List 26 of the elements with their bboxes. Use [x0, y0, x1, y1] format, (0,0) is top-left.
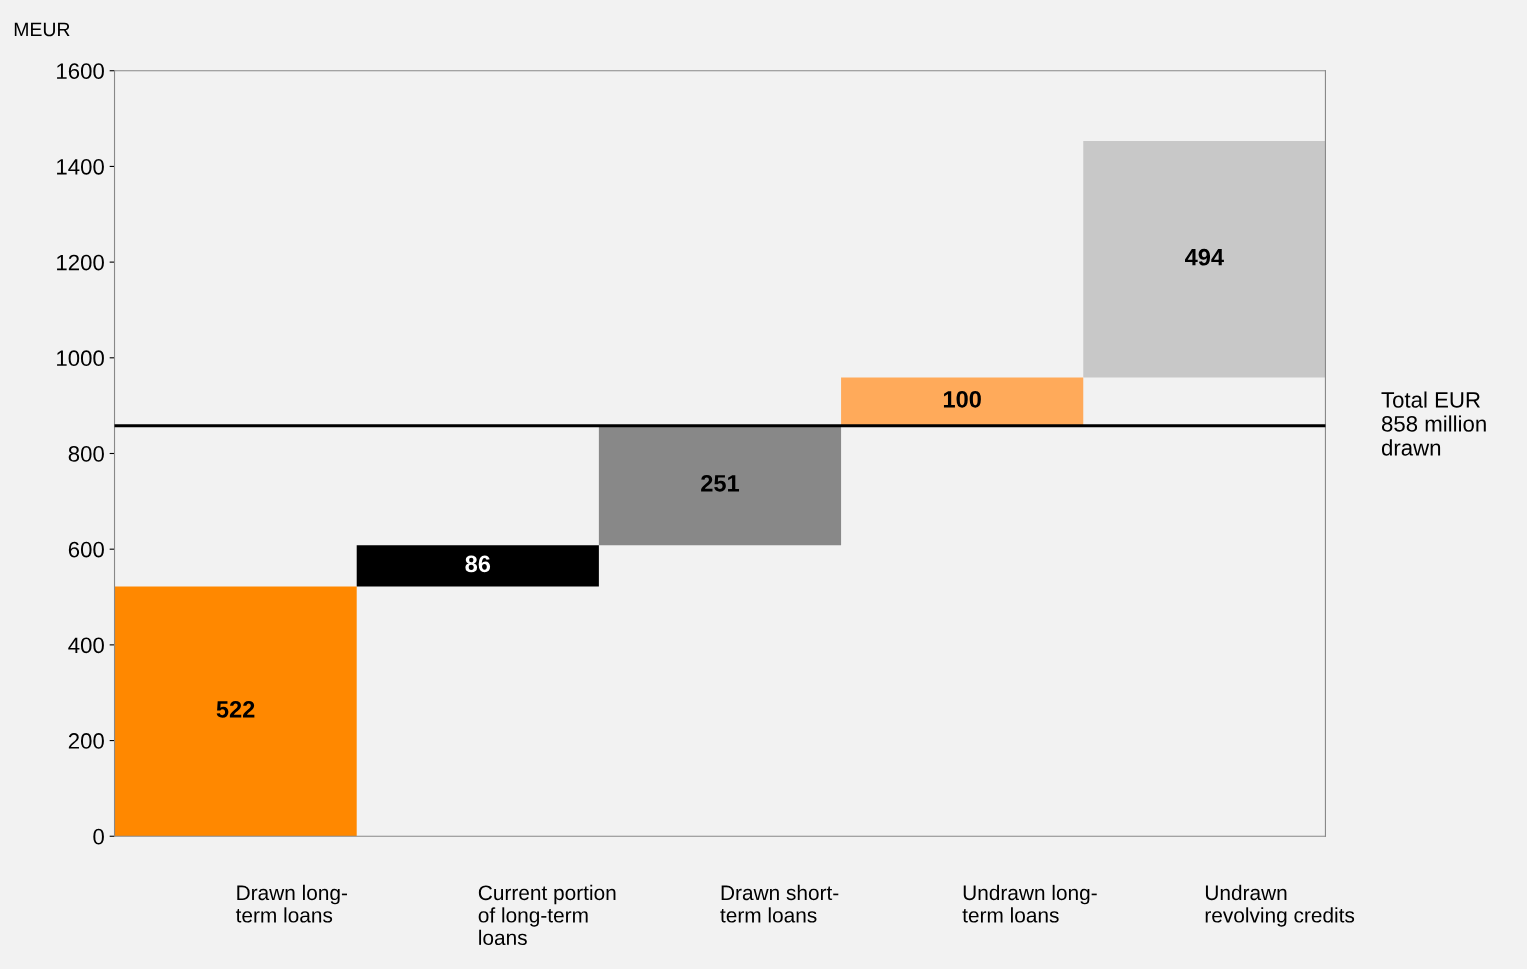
ref-line-label: Total EUR 858 million drawn: [1381, 391, 1486, 456]
y-tick-label: 1400: [57, 158, 104, 175]
x-tick-label: Undrawn revolving credits: [1205, 884, 1355, 927]
x-tick-label: Drawn short- term loans: [720, 884, 839, 923]
data-label: 251: [701, 474, 740, 492]
data-label: 86: [465, 555, 491, 573]
y-axis-title: MEUR: [14, 22, 70, 37]
x-tick-label: Undrawn long- term loans: [962, 884, 1097, 923]
bar: [1083, 141, 1326, 378]
y-tick-label: 0: [93, 828, 104, 845]
bar: [114, 586, 357, 837]
bar: [841, 377, 1084, 426]
x-tick-label: Current portion of long-term loans: [478, 884, 616, 946]
data-label: 494: [1185, 248, 1224, 266]
bar: [598, 425, 842, 546]
y-tick-label: 400: [68, 637, 104, 654]
x-tick-label: Drawn long- term loans: [235, 884, 348, 923]
data-label: 522: [216, 700, 255, 718]
y-tick-label: 800: [68, 446, 104, 462]
y-tick-label: 1600: [57, 63, 104, 80]
y-tick-label: 1000: [57, 350, 104, 367]
y-tick-label: 1200: [57, 254, 104, 271]
data-label: 100: [943, 390, 981, 408]
y-tick-label: 200: [68, 733, 104, 749]
bar: [356, 545, 599, 587]
y-tick-label: 600: [68, 541, 104, 558]
